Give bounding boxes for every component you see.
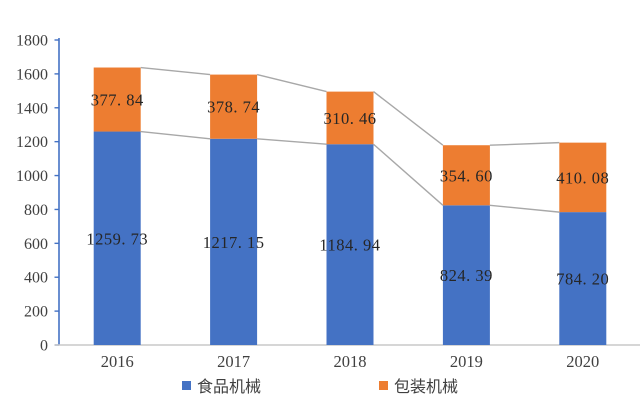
bar-segment-packaging-2017 — [210, 74, 258, 139]
data-label-food-2016: 1259. 73 — [86, 229, 148, 248]
data-label-packaging-2016: 377. 84 — [91, 91, 144, 110]
legend-item-packaging-machinery: 包装机械 — [379, 373, 458, 397]
y-tick-label-1800: 1800 — [16, 33, 48, 50]
x-axis-label-2020: 2020 — [566, 352, 599, 371]
series-line-food-0 — [140, 130, 211, 140]
data-label-food-2017: 1217. 15 — [203, 233, 265, 252]
series-line-packaging-3 — [489, 141, 560, 146]
series-line-packaging-1 — [256, 73, 327, 93]
data-label-packaging-2020: 410. 08 — [556, 168, 609, 187]
plot-area: 0 200 400 600 800 1000 1200 1400 1600 1800 1259. 7… — [16, 33, 640, 371]
y-tick-label-800: 800 — [24, 202, 48, 219]
bar-segment-food-2016 — [93, 131, 141, 345]
x-axis-label-2018: 2018 — [334, 352, 367, 371]
bar-segment-packaging-2018 — [326, 91, 374, 145]
bar-segment-food-2017 — [210, 138, 258, 345]
bar-segment-food-2019 — [442, 205, 490, 345]
legend-swatch-food-machinery — [181, 380, 191, 390]
y-tick-label-400: 400 — [24, 270, 48, 287]
series-line-packaging-0 — [140, 66, 211, 76]
y-tick-label-1000: 1000 — [16, 168, 48, 185]
y-tick-label-0: 0 — [40, 338, 48, 355]
x-axis-label-2019: 2019 — [450, 352, 483, 371]
series-line-packaging-2 — [373, 91, 444, 146]
series-line-food-1 — [257, 138, 327, 145]
legend-swatch-packaging-machinery — [379, 380, 388, 390]
y-tick-label-200: 200 — [24, 304, 48, 321]
bar-segment-food-2018 — [326, 144, 374, 345]
legend-label-packaging-machinery: 包装机械 — [394, 379, 459, 396]
bar-segment-packaging-2019 — [442, 145, 490, 206]
data-label-packaging-2017: 378. 74 — [207, 98, 260, 117]
bar-segment-packaging-2016 — [93, 67, 141, 132]
y-tick-label-600: 600 — [24, 236, 48, 253]
y-tick-label-1600: 1600 — [16, 66, 48, 83]
series-line-food-2 — [373, 143, 444, 206]
data-label-packaging-2018: 310. 46 — [324, 109, 377, 128]
x-axis-label-2017: 2017 — [217, 352, 250, 371]
series-line-food-3 — [489, 204, 560, 213]
legend: 食品机械 包装机械 — [0, 372, 640, 398]
x-axis-label-2016: 2016 — [101, 352, 134, 371]
data-label-food-2018: 1184. 94 — [319, 236, 380, 255]
data-label-food-2020: 784. 20 — [556, 270, 609, 289]
data-label-food-2019: 824. 39 — [440, 266, 493, 285]
y-tick-label-1200: 1200 — [16, 134, 48, 151]
legend-label-food-machinery: 食品机械 — [196, 379, 261, 396]
data-label-packaging-2019: 354. 60 — [440, 166, 493, 185]
legend-item-food-machinery: 食品机械 — [181, 373, 261, 397]
y-tick-label-1400: 1400 — [16, 100, 48, 117]
bar-segment-packaging-2020 — [559, 142, 607, 213]
bar-segment-food-2020 — [559, 212, 607, 345]
